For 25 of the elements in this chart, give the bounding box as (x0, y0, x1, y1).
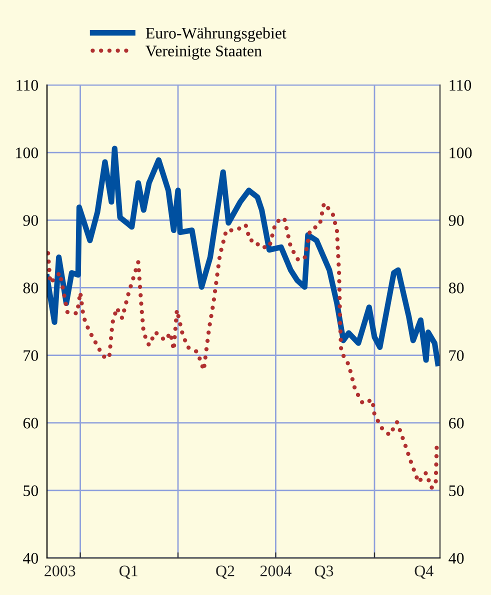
y-tick-label: 80 (23, 282, 38, 294)
y2-tick-label: 110 (450, 80, 472, 91)
x-tick-label: Q4 (414, 566, 434, 579)
y2-tick-label: 50 (449, 485, 464, 496)
y2-tick-label: 100 (450, 147, 472, 158)
legend-label: Euro-Währungsgebiet (146, 27, 286, 42)
y-tick-label: 60 (23, 418, 38, 429)
y2-tick-label: 80 (448, 282, 464, 294)
y-tick-label: 40 (23, 552, 38, 564)
y-tick-label: 90 (23, 215, 38, 226)
y-tick-label: 100 (16, 147, 38, 158)
x-tick-label: Q3 (314, 566, 334, 579)
y2-tick-label: 70 (449, 350, 464, 361)
y-tick-label: 70 (24, 350, 38, 361)
y2-tick-label: 90 (448, 215, 464, 226)
y2-tick-label: 60 (449, 418, 464, 429)
x-tick-label: 2004 (260, 566, 292, 576)
x-tick-label: 2003 (44, 566, 76, 576)
line-series (47, 201, 439, 490)
y2-tick-label: 40 (448, 552, 464, 564)
legend-label: Vereinigte Staaten (146, 46, 262, 60)
y-tick-label: 50 (24, 485, 38, 496)
x-tick-label: Q1 (120, 566, 138, 579)
x-tick-label: Q2 (216, 566, 234, 579)
y-tick-label: 110 (16, 80, 38, 91)
